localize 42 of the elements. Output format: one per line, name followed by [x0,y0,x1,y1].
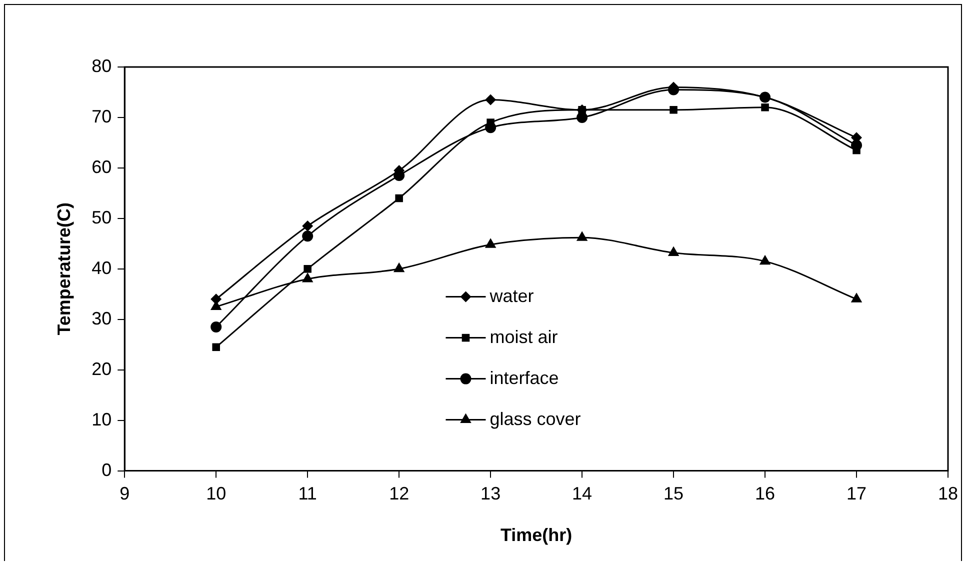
point [212,343,220,352]
point [302,230,314,242]
x-tick-label: 13 [480,484,501,504]
x-tick-label: 14 [572,484,592,504]
x-tick-label: 10 [206,484,226,504]
x-tick-label: 16 [755,484,776,504]
point [302,220,314,232]
x-axis-title: Time(hr) [500,525,572,546]
y-tick-label: 30 [92,308,112,328]
legend-label: water [488,286,534,306]
point [210,321,222,332]
x-tick-label: 18 [938,484,958,504]
point [670,106,678,114]
legend-label: interface [490,368,559,388]
point [484,238,496,248]
x-tick-label: 17 [846,484,867,504]
y-tick-label: 0 [102,460,112,480]
point [485,94,496,106]
legend-label: glass cover [490,408,581,429]
x-tick-label: 9 [120,484,130,504]
y-tick-label: 20 [92,358,112,379]
point [576,231,588,241]
y-tick-label: 60 [92,156,112,177]
point [759,254,771,265]
point [393,262,405,272]
y-tick-label: 70 [92,106,112,126]
x-tick-label: 12 [389,484,410,504]
y-tick-label: 80 [92,56,112,76]
y-tick-label: 10 [92,409,112,430]
point [668,246,680,256]
y-tick-label: 40 [92,258,112,278]
y-tick-label: 50 [92,207,112,228]
point [210,294,222,305]
point [395,194,403,202]
x-tick-label: 11 [298,484,317,504]
point [302,272,314,282]
point [761,103,769,112]
point [850,292,862,302]
x-tick-label: 15 [664,484,684,504]
y-axis-title: Temperature(C) [54,202,74,336]
legend-label: moist air [490,326,558,347]
point [304,265,312,273]
